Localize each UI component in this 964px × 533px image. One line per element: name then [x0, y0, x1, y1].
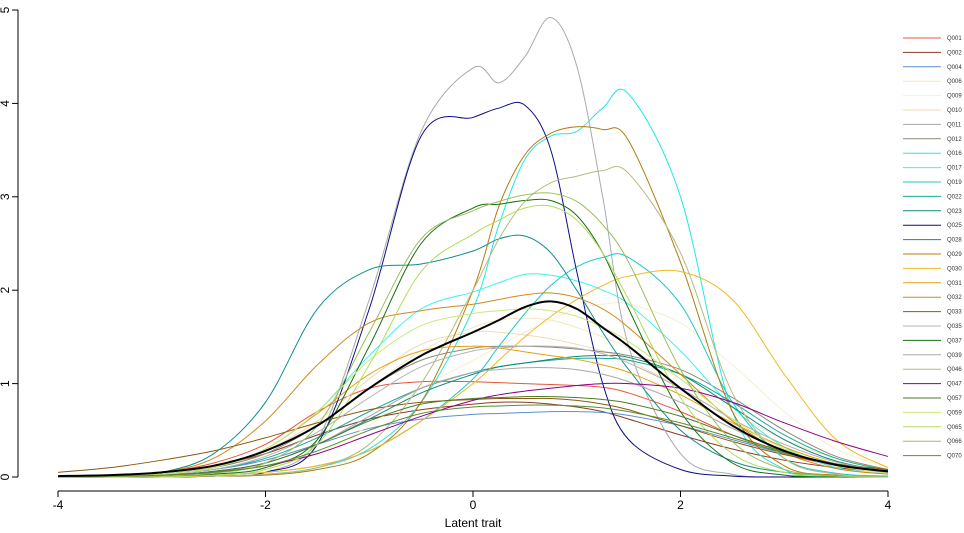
x-ticks: -4 -2 0 2 4 [53, 491, 892, 512]
legend-label-q032: Q032 [947, 295, 962, 301]
y-tick-label: 0 [0, 473, 12, 480]
y-tick-label: 4 [0, 100, 12, 107]
legend-label-q039: Q039 [947, 353, 962, 359]
y-tick-label: 1 [0, 380, 12, 387]
series-line-q037 [57, 198, 889, 478]
y-ticks: 0 1 2 3 4 5 [0, 6, 18, 480]
legend-label-q017: Q017 [947, 166, 962, 172]
x-tick-label: 4 [885, 498, 892, 512]
legend-label-q016: Q016 [947, 151, 962, 157]
legend-label-q011: Q011 [947, 122, 962, 128]
legend-label-q001: Q001 [947, 36, 962, 42]
legend-label-q012: Q012 [947, 137, 962, 143]
series-line-q009 [57, 302, 889, 478]
series-line-q016 [58, 88, 889, 478]
series-line-q011 [58, 16, 889, 478]
x-tick-label: 2 [677, 498, 684, 512]
legend-label-q037: Q037 [947, 338, 962, 344]
x-axis-label: Latent trait [445, 516, 502, 530]
legend-label-q019: Q019 [947, 180, 962, 186]
series-line-q033 [57, 397, 889, 473]
axes: -4 -2 0 2 4 0 1 2 3 4 5 Latent trait [0, 6, 892, 530]
y-tick-label: 2 [0, 287, 12, 294]
legend-label-q046: Q046 [947, 367, 962, 373]
series-line-q029 [58, 126, 889, 478]
legend-label-q035: Q035 [947, 324, 962, 330]
legend-label-q028: Q028 [947, 238, 962, 244]
y-tick-label: 3 [0, 193, 12, 200]
series-line-q065 [58, 204, 889, 478]
series-line-q059 [57, 308, 889, 478]
x-tick-label: -2 [260, 498, 271, 512]
legend-label-q006: Q006 [947, 79, 962, 85]
series-line-q019 [57, 253, 889, 478]
legend-label-q070: Q070 [947, 454, 962, 460]
legend-label-q057: Q057 [947, 396, 962, 402]
legend-label-q047: Q047 [947, 382, 962, 388]
legend-label-q059: Q059 [947, 410, 962, 416]
legend-label-q029: Q029 [947, 252, 962, 258]
legend-label-q009: Q009 [947, 94, 962, 100]
series-line-q047 [57, 382, 889, 478]
legend-label-q010: Q010 [947, 108, 962, 114]
legend-label-q025: Q025 [947, 223, 962, 229]
series-line-q066 [57, 192, 889, 478]
series-line-q028 [57, 234, 889, 478]
legend-label-q004: Q004 [947, 65, 962, 71]
legend: Q001 Q002 Q004 Q006 Q009 Q010 Q011 Q012 Q016 Q017… [903, 36, 962, 460]
series-line-q030 [57, 269, 889, 478]
legend-label-q031: Q031 [947, 281, 962, 287]
series-line-q057 [57, 396, 889, 478]
series-line-q046 [58, 165, 889, 478]
legend-label-q022: Q022 [947, 194, 962, 200]
legend-label-q030: Q030 [947, 266, 962, 272]
y-tick-label: 5 [0, 6, 12, 13]
plot-area [57, 16, 889, 478]
x-tick-label: 0 [470, 498, 477, 512]
legend-label-q066: Q066 [947, 439, 962, 445]
legend-label-q023: Q023 [947, 209, 962, 215]
legend-label-q002: Q002 [947, 50, 962, 56]
series-line-q023 [57, 354, 889, 478]
legend-label-q065: Q065 [947, 425, 962, 431]
series-line-total [57, 300, 889, 478]
series-line-q070 [57, 404, 889, 478]
x-tick-label: -4 [53, 498, 64, 512]
legend-label-q033: Q033 [947, 310, 962, 316]
